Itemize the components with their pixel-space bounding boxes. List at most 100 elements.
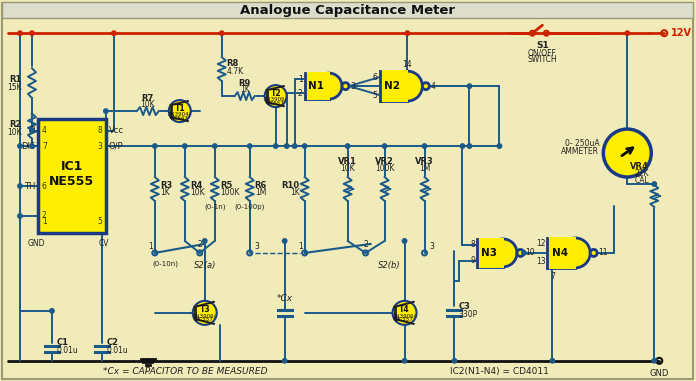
Bar bbox=[477, 239, 503, 267]
Circle shape bbox=[345, 144, 350, 148]
Text: 2: 2 bbox=[198, 240, 202, 250]
Text: R5: R5 bbox=[220, 181, 232, 189]
Circle shape bbox=[625, 31, 629, 35]
Text: BC547: BC547 bbox=[171, 115, 189, 120]
Text: VR1: VR1 bbox=[338, 157, 357, 166]
Circle shape bbox=[522, 251, 526, 255]
Text: C2: C2 bbox=[107, 338, 119, 347]
Text: 15K: 15K bbox=[8, 83, 22, 91]
Circle shape bbox=[590, 250, 597, 256]
Circle shape bbox=[30, 31, 34, 35]
Circle shape bbox=[18, 184, 22, 188]
Text: GND: GND bbox=[27, 239, 45, 248]
Text: *Cx: *Cx bbox=[276, 294, 293, 303]
Text: R2: R2 bbox=[10, 120, 22, 128]
Text: R10: R10 bbox=[282, 181, 300, 189]
Text: 1M: 1M bbox=[255, 189, 266, 197]
Text: 1: 1 bbox=[298, 75, 303, 83]
Ellipse shape bbox=[393, 71, 422, 101]
Circle shape bbox=[219, 31, 224, 35]
Circle shape bbox=[30, 128, 34, 133]
Text: 8: 8 bbox=[97, 126, 102, 135]
Text: 10K: 10K bbox=[8, 128, 22, 136]
Bar bbox=[305, 73, 329, 99]
Text: 4: 4 bbox=[430, 82, 435, 91]
Text: T1: T1 bbox=[175, 104, 185, 113]
Text: 4: 4 bbox=[42, 126, 47, 135]
Circle shape bbox=[30, 144, 34, 148]
Circle shape bbox=[422, 83, 429, 90]
Text: Vcc: Vcc bbox=[109, 126, 124, 135]
Circle shape bbox=[30, 128, 34, 133]
Text: 13: 13 bbox=[536, 258, 546, 266]
Text: 6: 6 bbox=[372, 73, 377, 82]
Text: TH: TH bbox=[24, 181, 35, 190]
Ellipse shape bbox=[489, 239, 517, 267]
Text: SWITCH: SWITCH bbox=[528, 55, 557, 64]
Bar bbox=[546, 237, 576, 269]
Text: R9: R9 bbox=[239, 79, 251, 88]
Text: R7: R7 bbox=[142, 94, 154, 103]
Circle shape bbox=[467, 144, 472, 148]
Text: 3: 3 bbox=[97, 142, 102, 150]
Circle shape bbox=[292, 144, 297, 148]
Circle shape bbox=[452, 359, 457, 363]
Text: R8: R8 bbox=[227, 59, 239, 68]
Text: C1: C1 bbox=[57, 338, 69, 347]
Text: Analogue Capacitance Meter: Analogue Capacitance Meter bbox=[240, 4, 455, 17]
Text: 10K: 10K bbox=[141, 100, 155, 109]
Text: 3: 3 bbox=[350, 82, 355, 91]
Text: 4.7K: 4.7K bbox=[227, 67, 244, 76]
Text: ON/OFF: ON/OFF bbox=[528, 48, 557, 57]
Text: 1K: 1K bbox=[240, 85, 250, 94]
Circle shape bbox=[460, 144, 465, 148]
Ellipse shape bbox=[316, 73, 342, 99]
Bar bbox=[303, 72, 330, 100]
Circle shape bbox=[382, 144, 387, 148]
Circle shape bbox=[264, 85, 287, 107]
Circle shape bbox=[49, 309, 54, 313]
Text: C3: C3 bbox=[459, 303, 470, 311]
Text: 5: 5 bbox=[97, 217, 102, 226]
Text: R: R bbox=[29, 126, 35, 135]
Text: 330P: 330P bbox=[459, 311, 477, 319]
Circle shape bbox=[402, 239, 406, 243]
Text: 2N3906/: 2N3906/ bbox=[193, 313, 216, 319]
Circle shape bbox=[248, 144, 252, 148]
Circle shape bbox=[342, 83, 349, 90]
Text: 14: 14 bbox=[402, 60, 412, 69]
Text: 0.01u: 0.01u bbox=[107, 346, 129, 355]
Text: R4: R4 bbox=[190, 181, 202, 189]
Circle shape bbox=[18, 144, 22, 148]
Text: 2: 2 bbox=[363, 240, 368, 250]
Circle shape bbox=[152, 144, 157, 148]
Text: 7: 7 bbox=[550, 272, 555, 281]
Circle shape bbox=[104, 109, 108, 113]
Circle shape bbox=[111, 31, 116, 35]
Text: 1K: 1K bbox=[160, 189, 170, 197]
Text: VR3: VR3 bbox=[415, 157, 434, 166]
Text: 2: 2 bbox=[42, 211, 47, 221]
Circle shape bbox=[467, 84, 472, 88]
Text: 2N3906/: 2N3906/ bbox=[393, 313, 416, 319]
Text: 1M: 1M bbox=[419, 164, 430, 173]
Circle shape bbox=[303, 144, 307, 148]
Bar bbox=[477, 238, 504, 268]
Text: (0-1n): (0-1n) bbox=[204, 204, 226, 210]
Text: N1: N1 bbox=[308, 81, 324, 91]
Text: 3: 3 bbox=[255, 242, 260, 251]
Text: N2: N2 bbox=[384, 81, 400, 91]
Circle shape bbox=[497, 144, 502, 148]
Circle shape bbox=[603, 129, 651, 177]
Bar bbox=[379, 70, 409, 102]
Text: NE555: NE555 bbox=[49, 174, 95, 187]
Text: 2N3904/: 2N3904/ bbox=[168, 112, 191, 117]
Ellipse shape bbox=[560, 238, 590, 268]
Circle shape bbox=[182, 144, 187, 148]
Text: 12V: 12V bbox=[671, 28, 693, 38]
Text: AMMETER: AMMETER bbox=[562, 147, 599, 155]
Text: 10K: 10K bbox=[190, 189, 205, 197]
Bar bbox=[547, 238, 575, 268]
Text: (0-10n): (0-10n) bbox=[153, 261, 179, 267]
Text: VR4: VR4 bbox=[631, 162, 649, 171]
